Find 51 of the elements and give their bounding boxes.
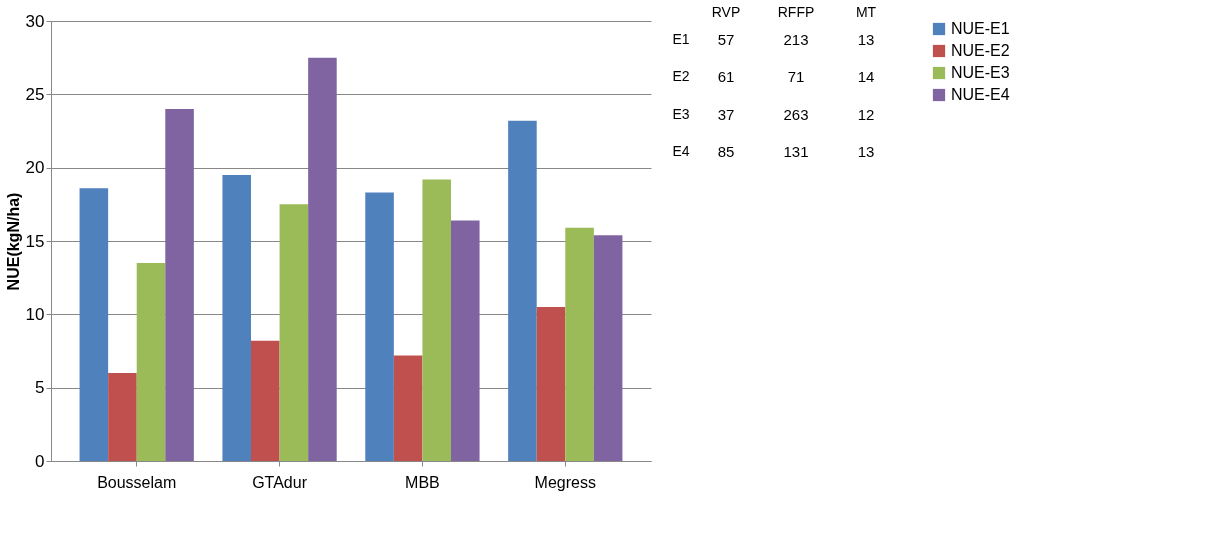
legend-label: NUE-E4 [951, 86, 1010, 103]
y-tick-label: E1 [672, 30, 690, 47]
data-label: 131 [783, 143, 809, 161]
y-tick-label: 10 [25, 304, 45, 324]
data-label: 71 [787, 68, 805, 86]
x-tick-label: RFFP [777, 3, 815, 20]
bar [593, 235, 623, 461]
x-tick-label: MT [855, 3, 877, 20]
bar [451, 220, 480, 461]
data-label: 37 [717, 105, 735, 123]
data-label: 14 [857, 68, 875, 86]
x-tick-label: MBB [405, 473, 440, 491]
bar [393, 355, 423, 461]
legend-label: NUE-E2 [951, 42, 1010, 59]
bar [279, 204, 309, 461]
y-tick-label: 0 [35, 451, 45, 471]
legend-label: NUE-E1 [951, 20, 1010, 37]
x-tick-label: GTAdur [252, 473, 308, 491]
x-tick-label: Bousselam [97, 473, 177, 491]
y-tick-label: E3 [672, 105, 690, 122]
bar [79, 188, 109, 461]
bar [365, 192, 394, 461]
bar [108, 373, 137, 461]
bar [222, 175, 251, 461]
data-label: 263 [783, 105, 809, 123]
y-tick-label: 20 [25, 158, 45, 178]
bar [565, 227, 594, 461]
y-tick-label: 5 [35, 378, 45, 398]
x-tick-label: Megress [534, 473, 596, 491]
data-label: 85 [717, 143, 735, 161]
y-tick-label: 30 [25, 11, 45, 31]
y-tick-label: E4 [672, 143, 690, 160]
bar [308, 57, 337, 461]
data-label: 13 [857, 30, 875, 48]
data-label: 13 [857, 143, 875, 161]
bar [165, 109, 194, 461]
x-tick-label: RVP [711, 3, 741, 20]
y-tick-label: 25 [25, 84, 45, 104]
y-tick-label: 15 [25, 231, 45, 251]
y-tick-label: E2 [672, 68, 690, 85]
data-label: 57 [717, 30, 735, 48]
data-label: 12 [857, 105, 875, 123]
data-label: 61 [717, 68, 735, 86]
data-label: 213 [783, 30, 809, 48]
bar [422, 179, 451, 461]
bar [136, 263, 166, 461]
bar [536, 307, 566, 461]
y-axis-title: NUE(kgN/ha) [4, 192, 22, 291]
bar [251, 340, 280, 461]
legend-label: NUE-E3 [951, 64, 1010, 81]
bar [508, 120, 537, 461]
